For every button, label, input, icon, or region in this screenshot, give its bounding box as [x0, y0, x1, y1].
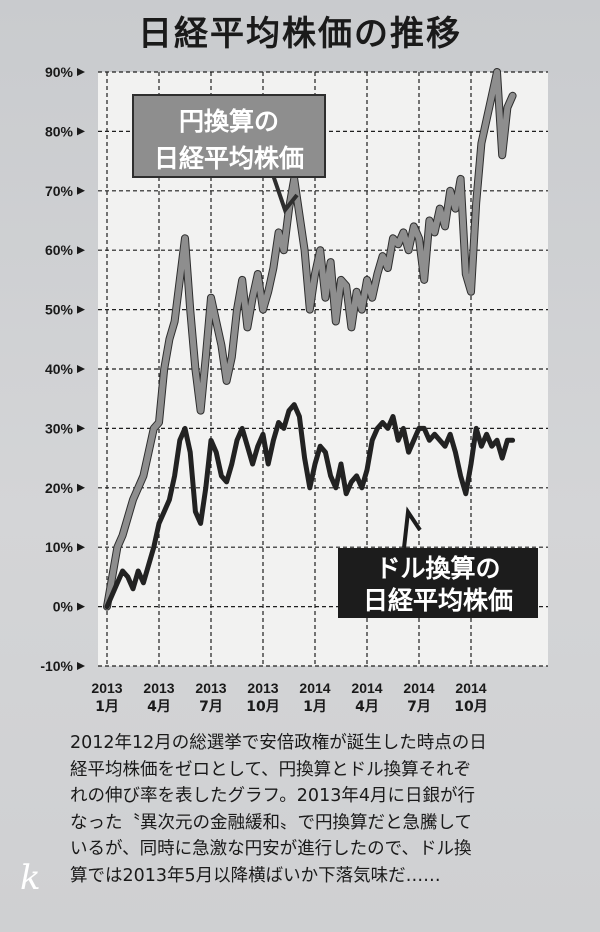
y-tick-label: 0%	[53, 599, 74, 615]
y-tick-arrow-icon	[77, 543, 85, 552]
series-label-text: 円換算の	[179, 107, 279, 136]
x-tick-month: 7月	[407, 699, 431, 715]
y-tick-label: 80%	[45, 123, 74, 139]
chart-title: 日経平均株価の推移	[138, 14, 462, 54]
caption-line: 2012年12月の総選挙で安倍政権が誕生した時点の日	[70, 733, 487, 753]
x-tick-month: 4月	[355, 699, 379, 715]
y-tick-label: 30%	[45, 420, 74, 436]
series-line-yen	[104, 69, 516, 610]
caption-line: 算では2013年5月以降横ばいか下落気味だ……	[70, 865, 441, 886]
caption-line: いるが、同時に急激な円安が進行したので、ドル換	[70, 839, 472, 859]
y-tick-arrow-icon	[77, 68, 85, 76]
y-tick-arrow-icon	[77, 662, 85, 670]
x-tick-year: 2013	[91, 680, 122, 696]
y-tick-label: 70%	[45, 183, 74, 199]
y-tick-label: 40%	[45, 361, 74, 377]
caption-line: なった〝異次元の金融緩和〟で円換算だと急騰して	[70, 812, 472, 833]
series-label-text: 日経平均株価	[363, 586, 513, 615]
series-label-text: ドル換算の	[375, 554, 500, 583]
y-tick-arrow-icon	[77, 186, 85, 195]
y-tick-arrow-icon	[77, 127, 85, 136]
y-tick-label: 10%	[45, 539, 74, 555]
series-label-box	[338, 548, 538, 618]
y-tick-arrow-icon	[77, 365, 85, 373]
caption: 2012年12月の総選挙で安倍政権が誕生した時点の日 経平均株価をゼロとして、円…	[70, 730, 585, 889]
series-label-text: 日経平均株価	[154, 144, 304, 173]
x-tick-year: 2013	[195, 680, 226, 696]
y-tick-arrow-icon	[77, 602, 85, 611]
series-label-box	[132, 94, 326, 178]
y-tick-arrow-icon	[77, 246, 85, 255]
y-tick-label: 60%	[45, 242, 74, 258]
y-tick-label: -10%	[40, 658, 73, 674]
x-tick-month: 7月	[199, 699, 223, 715]
y-tick-arrow-icon	[77, 483, 85, 492]
callout-leader	[271, 174, 299, 215]
series-line-dollar	[104, 402, 516, 610]
x-tick-year: 2014	[455, 680, 486, 696]
callout-leader	[402, 506, 422, 549]
watermark: k	[20, 858, 41, 898]
x-tick-year: 2013	[247, 680, 278, 696]
x-tick-year: 2014	[299, 680, 330, 696]
caption-line: 経平均株価をゼロとして、円換算とドル換算それぞ	[70, 759, 472, 780]
x-tick-month: 1月	[95, 699, 119, 715]
x-tick-year: 2013	[143, 680, 174, 696]
y-tick-label: 90%	[45, 64, 74, 80]
x-tick-month: 4月	[147, 699, 171, 715]
y-tick-arrow-icon	[77, 424, 85, 433]
x-tick-month: 10月	[454, 699, 487, 715]
x-tick-year: 2014	[403, 680, 434, 696]
x-tick-month: 10月	[246, 699, 279, 715]
y-tick-label: 50%	[45, 302, 74, 318]
x-tick-month: 1月	[303, 699, 327, 715]
caption-line: れの伸び率を表したグラフ。2013年4月に日銀が行	[70, 786, 475, 806]
line-chart: 90% 80% 70% 60% 50% 40% 30% 20% 10% 0% -10% 2013 1月 2…	[40, 64, 548, 715]
y-tick-arrow-icon	[77, 305, 85, 314]
y-tick-label: 20%	[45, 480, 74, 496]
x-tick-year: 2014	[351, 680, 382, 696]
